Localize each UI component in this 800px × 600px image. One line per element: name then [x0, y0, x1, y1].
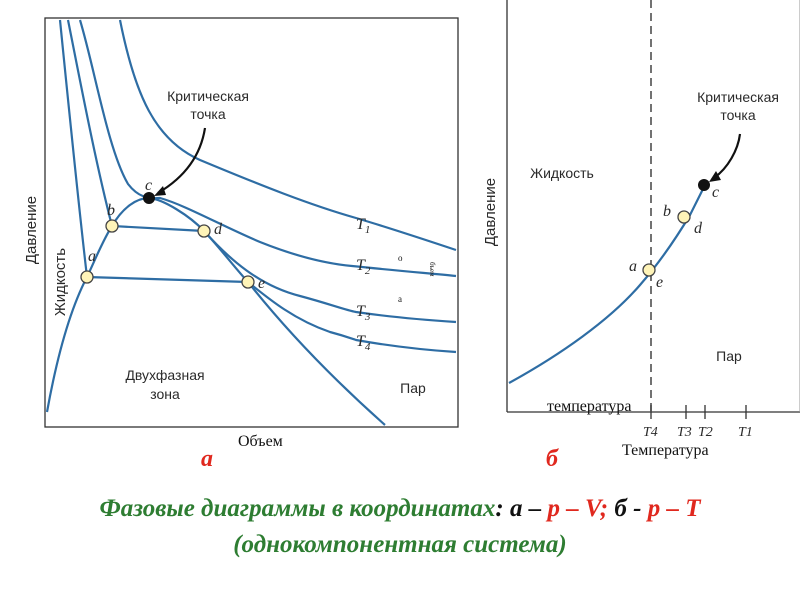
pv-point-d: [197, 224, 211, 238]
pv-curves: [45, 19, 457, 426]
pv-vapor-label: Пар: [400, 380, 426, 396]
pt-y-axis-label: Давление: [482, 178, 499, 246]
pv-label-a: a: [88, 248, 96, 265]
panel-letter-b: б: [546, 446, 558, 472]
pt-point-bd: [677, 210, 691, 224]
pt-label-b: b: [663, 203, 671, 220]
pv-points: [80, 192, 255, 289]
pv-liquid-label: Жидкость: [52, 248, 69, 316]
caption-line-1: Фазовые диаграммы в координатах: а – p –…: [0, 492, 800, 526]
pv-label-e: e: [258, 275, 265, 292]
pv-t3: T3: [356, 303, 371, 323]
pv-critical-title-1: Критическая: [167, 88, 249, 104]
pv-point-e: [241, 275, 255, 289]
caption-title: Фазовые диаграммы в координатах: [99, 495, 496, 522]
pt-point-ae: [642, 263, 656, 277]
pv-t2: T2: [356, 257, 371, 277]
pt-liquid-label: Жидкость: [530, 165, 594, 181]
pv-arrow-head: [154, 186, 166, 196]
pv-label-c: c: [145, 177, 152, 194]
pv-x-axis-label: Объем: [238, 433, 283, 450]
pt-vapor-curve: [508, 184, 706, 384]
caption-part-b: б -: [614, 495, 642, 522]
caption-colon: :: [495, 495, 504, 522]
pt-label-c: c: [712, 184, 719, 201]
pv-t4: T4: [356, 333, 371, 353]
pv-frame: [44, 17, 459, 428]
pv-two-phase-label-1: Двухфазная: [125, 367, 204, 383]
pt-label-d: d: [694, 220, 703, 237]
pt-tick-label-t1: T1: [738, 425, 753, 440]
pt-diagram: Критическая точка Давление Жидкость Пар …: [482, 0, 800, 440]
pv-glyph-vertical: бъем: [428, 262, 436, 277]
pt-point-c: [698, 179, 710, 191]
isotherm-t4: [58, 19, 457, 354]
pv-diagram: Критическая точка Давление Жидкость Двух…: [23, 17, 459, 428]
panel-letter-a: а: [201, 446, 213, 472]
pv-two-phase-label-2: зона: [150, 386, 180, 402]
pt-tick-label-t3: T3: [677, 425, 692, 440]
pt-tick-label-t4: T4: [643, 425, 658, 440]
pt-label-a: a: [629, 258, 637, 275]
pv-t1: T1: [356, 216, 370, 236]
pv-y-axis-label: Давление: [23, 196, 40, 264]
pv-glyph-a: а: [398, 294, 402, 304]
isotherm-t2: [78, 19, 457, 278]
pt-vapor-label: Пар: [716, 348, 742, 364]
pv-label-d: d: [214, 221, 223, 238]
pt-critical-title-1: Критическая: [697, 89, 779, 105]
pt-critical-title-2: точка: [720, 107, 755, 123]
caption-pt: p – T: [647, 495, 701, 522]
caption-dash: –: [522, 495, 548, 522]
isotherm-t1: [118, 19, 457, 252]
pv-point-c: [143, 192, 155, 204]
pt-tick-label-t2: T2: [698, 425, 713, 440]
pt-arrow-head: [709, 171, 721, 182]
pv-point-a: [80, 270, 94, 284]
pt-label-e: e: [656, 274, 663, 291]
pv-arrow: [157, 127, 207, 194]
caption-pv: p – V;: [547, 495, 609, 522]
pt-arrow: [713, 133, 742, 179]
pt-x-axis-label-small: температура: [547, 398, 632, 415]
caption-line-2: (однокомпонентная система): [233, 531, 567, 558]
pv-critical-title-2: точка: [190, 106, 225, 122]
caption-part-a: а: [509, 495, 523, 522]
pt-x-axis-label: Температура: [622, 442, 709, 459]
isotherm-t3: [66, 19, 457, 324]
pv-label-b: b: [107, 202, 115, 219]
pv-point-b: [105, 219, 119, 233]
pv-glyph-o: о: [398, 253, 403, 263]
